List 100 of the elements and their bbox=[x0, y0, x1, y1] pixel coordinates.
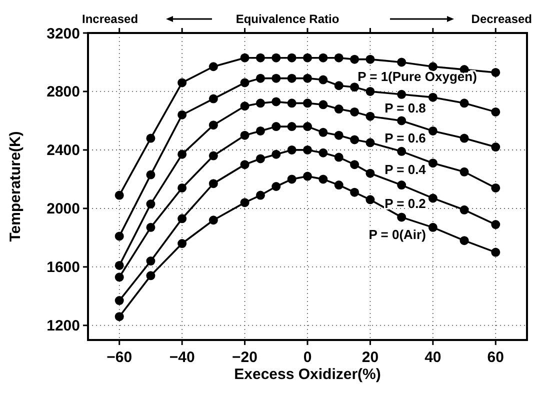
x-axis-title: Execess Oxidizer(%) bbox=[234, 366, 381, 383]
x-tick-label: 60 bbox=[487, 349, 504, 366]
point bbox=[287, 98, 296, 108]
series-label: P = 0.8 bbox=[384, 100, 426, 116]
chart-title: Equivalence Ratio bbox=[236, 12, 340, 26]
x-tick-label: 40 bbox=[424, 349, 442, 366]
point bbox=[208, 94, 218, 104]
point bbox=[114, 272, 124, 282]
point bbox=[146, 271, 156, 280]
point bbox=[303, 172, 312, 181]
point bbox=[272, 150, 281, 159]
point bbox=[397, 90, 406, 99]
point bbox=[303, 145, 312, 154]
point bbox=[334, 180, 344, 190]
point bbox=[287, 145, 296, 154]
y-tick-label: 1200 bbox=[46, 318, 80, 335]
point bbox=[146, 222, 156, 232]
y-tick-label: 1600 bbox=[46, 259, 80, 276]
point bbox=[491, 183, 500, 192]
point bbox=[208, 151, 218, 160]
point bbox=[318, 53, 328, 62]
series-label: P = 1(Pure Oxygen) bbox=[358, 68, 477, 84]
point bbox=[178, 183, 187, 192]
point bbox=[460, 167, 469, 176]
y-tick-label: 2800 bbox=[46, 84, 80, 101]
point bbox=[350, 160, 360, 170]
point bbox=[318, 100, 328, 110]
point bbox=[114, 232, 124, 241]
point bbox=[272, 182, 281, 191]
point bbox=[428, 222, 438, 232]
point bbox=[114, 296, 124, 306]
point bbox=[272, 97, 281, 106]
y-tick-label: 3200 bbox=[46, 25, 80, 42]
point bbox=[334, 130, 344, 140]
series-label: P = 0.6 bbox=[384, 130, 426, 146]
point bbox=[178, 214, 187, 224]
point bbox=[256, 190, 265, 200]
point bbox=[460, 134, 469, 143]
point bbox=[287, 122, 296, 132]
point bbox=[397, 180, 406, 190]
point bbox=[287, 53, 296, 62]
point bbox=[303, 53, 312, 62]
point bbox=[240, 198, 250, 208]
point bbox=[428, 92, 438, 102]
point bbox=[460, 98, 469, 108]
point bbox=[287, 74, 296, 83]
point bbox=[303, 74, 312, 83]
point bbox=[428, 62, 438, 72]
point bbox=[334, 81, 344, 90]
point bbox=[272, 53, 281, 62]
point bbox=[240, 130, 250, 140]
point bbox=[240, 53, 250, 62]
point bbox=[256, 74, 265, 83]
point bbox=[256, 154, 265, 164]
point bbox=[114, 260, 124, 270]
x-tick-label: 20 bbox=[362, 349, 379, 366]
point bbox=[460, 205, 469, 214]
point bbox=[272, 74, 281, 83]
point bbox=[460, 236, 469, 246]
point bbox=[366, 168, 375, 178]
point bbox=[256, 126, 265, 136]
point bbox=[208, 62, 218, 72]
point bbox=[272, 122, 281, 132]
point bbox=[146, 170, 156, 180]
point bbox=[208, 216, 218, 225]
point bbox=[350, 107, 360, 116]
x-tick-label: −20 bbox=[232, 349, 258, 366]
point bbox=[350, 54, 360, 64]
x-tick-label: −60 bbox=[106, 349, 132, 366]
y-axis-title: Temperature(K) bbox=[7, 131, 24, 242]
point bbox=[334, 104, 344, 114]
point bbox=[318, 75, 328, 84]
point bbox=[491, 248, 500, 257]
point bbox=[178, 110, 187, 120]
point bbox=[178, 78, 187, 88]
point bbox=[178, 239, 187, 248]
point bbox=[350, 188, 360, 197]
point bbox=[350, 135, 360, 144]
series-label: P = 0.4 bbox=[384, 162, 427, 177]
point bbox=[491, 68, 500, 77]
point bbox=[428, 194, 438, 203]
point bbox=[366, 112, 375, 121]
point bbox=[318, 174, 328, 184]
point bbox=[114, 190, 124, 200]
x-tick-label: −40 bbox=[169, 349, 195, 366]
point bbox=[350, 82, 360, 92]
point bbox=[287, 174, 296, 184]
point bbox=[428, 158, 438, 168]
point bbox=[318, 148, 328, 158]
point bbox=[397, 146, 406, 156]
point bbox=[334, 53, 344, 62]
point bbox=[303, 122, 312, 132]
point bbox=[366, 54, 375, 64]
point bbox=[240, 160, 250, 170]
point bbox=[146, 134, 156, 143]
point bbox=[491, 220, 500, 230]
point bbox=[240, 102, 250, 111]
point bbox=[397, 116, 406, 126]
point bbox=[334, 152, 344, 162]
point bbox=[256, 98, 265, 108]
